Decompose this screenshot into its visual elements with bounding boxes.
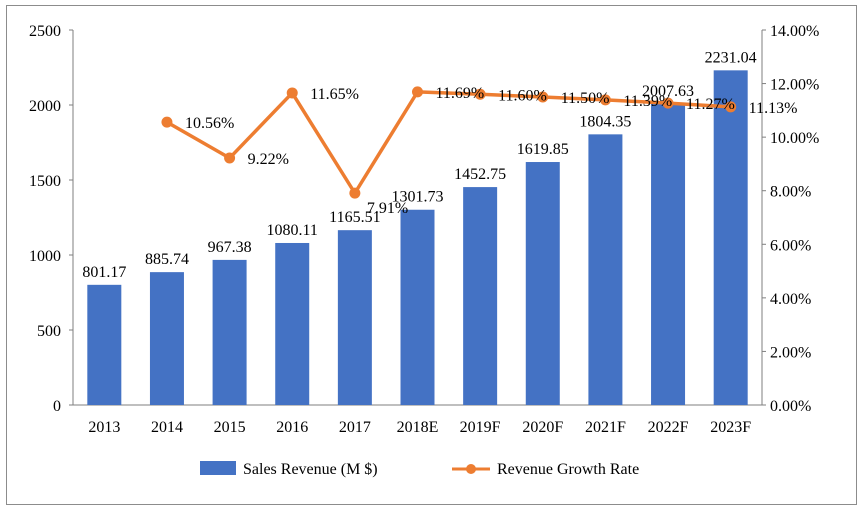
bar-data-label: 801.17 [82,264,126,281]
growth-rate-point [662,97,674,109]
right-axis-tick-label: 10.00% [770,130,819,147]
growth-rate-point [349,187,361,199]
bar [713,70,748,406]
growth-rate-point [412,86,423,98]
x-axis-tick-label: 2022F [648,419,689,436]
left-axis-tick-label: 500 [37,323,61,340]
bar-data-label: 1080.11 [267,222,318,239]
bar [463,187,498,405]
bar-data-label: 1804.35 [579,113,631,130]
bar-data-label: 1619.85 [517,141,569,158]
bar [588,134,623,405]
bar-data-label: 1165.51 [329,209,380,226]
x-axis-tick-label: 2020F [522,419,563,436]
bar-data-label: 967.38 [208,239,252,256]
growth-rate-point [599,94,611,106]
bar-data-label: 885.74 [145,251,189,268]
legend-label-sales: Sales Revenue (M $) [243,461,378,478]
right-axis-tick-label: 8.00% [770,184,811,201]
right-axis-tick-label: 0.00% [770,398,811,415]
bar [87,284,122,405]
line-data-label: 10.56% [185,115,234,132]
bar-data-label: 1452.75 [454,166,506,183]
right-axis-tick-label: 2.00% [770,344,811,361]
line-data-label: 11.39% [623,93,672,110]
line-data-label: 11.69% [436,85,485,102]
x-axis-tick-label: 2023F [710,419,751,436]
growth-rate-point [725,101,737,113]
x-axis-tick-label: 2014 [151,419,183,436]
left-axis-tick-label: 2500 [29,23,61,40]
bar [149,272,184,405]
line-data-label: 11.50% [561,90,610,107]
right-axis-tick-label: 14.00% [770,23,819,40]
x-axis-tick-label: 2021F [585,419,626,436]
growth-rate-point [537,91,549,103]
left-axis-tick-label: 1500 [29,173,61,190]
line-data-label: 11.13% [749,100,798,117]
line-data-label: 11.60% [498,87,547,104]
right-axis-tick-label: 6.00% [770,237,811,254]
growth-rate-point [474,88,486,100]
left-axis-tick-label: 0 [53,398,61,415]
growth-rate-point [161,116,173,128]
right-axis-tick-label: 4.00% [770,291,811,308]
legend-point-swatch [466,464,476,474]
legend-label-growth: Revenue Growth Rate [497,461,639,478]
line-data-label: 11.65% [310,86,359,103]
bar-data-label: 2231.04 [705,49,757,66]
right-axis-tick-label: 12.00% [770,77,819,94]
line-data-label: 9.22% [248,151,289,168]
bar [400,209,435,405]
x-axis-tick-label: 2018E [397,419,439,436]
bar [525,162,560,405]
left-axis-tick-label: 2000 [29,98,61,115]
x-axis-tick-label: 2019F [460,419,501,436]
x-axis-tick-label: 2016 [276,419,308,436]
growth-rate-point [286,87,298,99]
line-data-label: 11.27% [686,96,735,113]
growth-rate-line [166,90,731,195]
bar [651,103,686,405]
x-axis-tick-label: 2013 [88,419,120,436]
x-axis-tick-label: 2017 [339,419,371,436]
bar [212,259,247,405]
legend-bar-swatch [200,461,236,475]
x-axis-tick-label: 2015 [214,419,246,436]
growth-rate-point [224,152,236,164]
bar-data-label: 2007.63 [642,83,694,100]
line-data-label: 7.91% [367,200,408,217]
bar [275,242,310,405]
bar [337,230,372,405]
left-axis-tick-label: 1000 [29,248,61,265]
bar-data-label: 1301.73 [392,189,444,206]
